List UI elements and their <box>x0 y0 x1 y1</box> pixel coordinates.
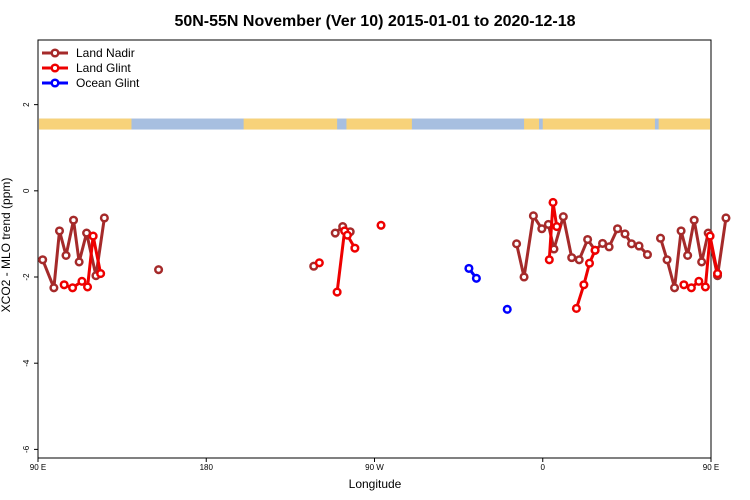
land-glint-point <box>548 197 558 208</box>
land-band-segment <box>346 118 412 130</box>
land-glint-point <box>68 283 78 293</box>
x-axis: 90 E 180 90 W 0 90 E <box>30 458 719 472</box>
land-glint-point <box>700 282 710 292</box>
land-glint-point <box>376 220 386 230</box>
land-glint-point <box>705 231 715 241</box>
x-tick-label: 180 <box>200 463 214 472</box>
y-tick-label: -2 <box>22 273 31 281</box>
land-glint-point <box>314 258 324 268</box>
land-nadir-point <box>689 215 699 225</box>
land-nadir-point <box>528 211 538 221</box>
x-axis-label: Longitude <box>349 477 402 491</box>
land-nadir-point <box>574 255 584 265</box>
land-nadir-point <box>567 253 577 263</box>
legend-label-land-glint: Land Glint <box>76 61 131 75</box>
x-tick-label: 90 W <box>365 463 384 472</box>
x-tick-label: 0 <box>541 463 546 472</box>
land-nadir-point <box>583 234 593 245</box>
land-nadir-point <box>54 226 65 236</box>
land-nadir-point <box>676 226 686 236</box>
land-glint-point <box>350 243 360 253</box>
y-axis-label: XCO2 - MLO trend (ppm) <box>0 178 13 313</box>
land-glint-point <box>77 276 87 286</box>
land-band-segment <box>39 118 132 130</box>
land-glint-point <box>579 280 589 290</box>
land-nadir-point <box>634 241 644 251</box>
land-nadir-point <box>519 272 529 282</box>
land-glint-line <box>574 249 597 309</box>
ocean-glint-point <box>464 263 474 273</box>
land-nadir-point <box>537 224 547 234</box>
land-band-segment <box>658 118 710 130</box>
chart-title: 50N-55N November (Ver 10) 2015-01-01 to … <box>174 13 575 30</box>
land-nadir-point <box>61 250 71 261</box>
land-glint-point <box>590 245 600 255</box>
y-tick-label: -6 <box>22 445 31 453</box>
land-nadir-point <box>549 244 559 254</box>
land-nadir-point <box>669 283 680 293</box>
land-nadir-point <box>74 257 84 267</box>
series-layer <box>38 197 731 314</box>
land-nadir-point <box>642 250 652 260</box>
land-nadir-point <box>68 215 79 225</box>
x-tick-label: 90 E <box>30 463 46 472</box>
legend-swatch-marker <box>50 63 60 73</box>
land-nadir-point <box>49 283 59 293</box>
y-tick-label: 0 <box>22 188 31 193</box>
land-nadir-point <box>655 233 666 243</box>
land-nadir-point <box>620 229 630 239</box>
land-glint-point <box>571 303 581 314</box>
land-glint-point <box>679 280 689 290</box>
land-nadir-point <box>330 228 340 238</box>
land-ocean-band <box>39 118 710 130</box>
ocean-glint-point <box>471 273 481 283</box>
land-glint-point <box>552 222 562 232</box>
land-glint-point <box>88 231 98 241</box>
y-axis: 2 0 -2 -4 -6 <box>22 102 38 453</box>
land-glint-point <box>59 280 69 290</box>
land-glint-point <box>544 255 554 265</box>
land-glint-point <box>694 276 704 286</box>
land-glint-point <box>332 287 342 297</box>
y-tick-label: 2 <box>22 102 31 107</box>
land-nadir-point <box>662 255 672 265</box>
legend-swatch-marker <box>50 78 60 88</box>
land-nadir-point <box>683 250 693 261</box>
land-nadir-point <box>558 212 568 222</box>
land-glint-point <box>342 230 352 240</box>
x-tick-label: 90 E <box>703 463 719 472</box>
land-nadir-point <box>154 265 164 275</box>
land-nadir-point <box>38 255 48 265</box>
land-nadir-point <box>721 213 731 223</box>
land-nadir-point <box>697 257 707 267</box>
legend-label-land-nadir: Land Nadir <box>76 46 135 60</box>
land-nadir-point <box>604 242 614 252</box>
land-nadir-point <box>99 213 109 223</box>
y-tick-label: -4 <box>22 359 31 367</box>
land-nadir-point <box>626 239 637 249</box>
land-nadir-point <box>512 239 522 249</box>
land-glint-point <box>82 282 93 292</box>
land-glint-point <box>584 258 595 268</box>
land-nadir-point <box>612 224 623 234</box>
ocean-glint-point <box>502 304 512 314</box>
land-nadir-point <box>598 238 608 248</box>
land-glint-point <box>96 269 106 279</box>
land-band-segment <box>524 118 540 130</box>
legend-label-ocean-glint: Ocean Glint <box>76 76 140 90</box>
land-band-segment <box>542 118 655 130</box>
land-band-segment <box>243 118 338 130</box>
legend-swatch-marker <box>50 48 60 58</box>
land-glint-point <box>686 283 696 293</box>
land-glint-point <box>712 269 723 279</box>
